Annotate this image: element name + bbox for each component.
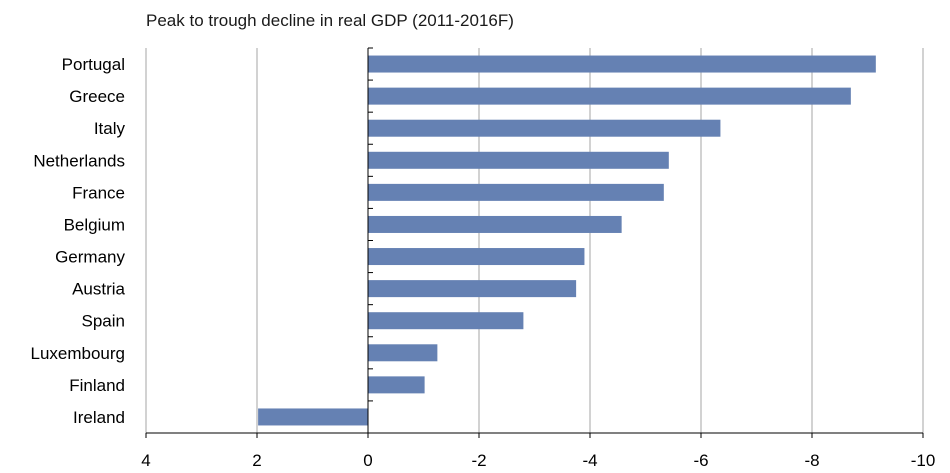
- category-label: Portugal: [62, 55, 125, 74]
- axes: [145, 47, 924, 438]
- category-label: Belgium: [64, 215, 125, 234]
- category-label: France: [72, 183, 125, 202]
- bar-italy: [368, 119, 721, 137]
- bar-germany: [368, 248, 585, 266]
- x-tick-labels: 4 2 0 -2 -4 -6 -8 -10: [141, 451, 935, 470]
- x-tick-label: -8: [804, 451, 819, 470]
- x-tick-label: 4: [141, 451, 150, 470]
- x-tick-label: 0: [363, 451, 372, 470]
- chart-title: Peak to trough decline in real GDP (2011…: [146, 11, 514, 30]
- category-label: Finland: [69, 376, 125, 395]
- category-label: Germany: [55, 248, 125, 267]
- bar-luxembourg: [368, 344, 438, 362]
- x-tick-label: -6: [693, 451, 708, 470]
- bar-finland: [368, 376, 425, 394]
- bar-belgium: [368, 215, 622, 233]
- category-label: Netherlands: [33, 151, 125, 170]
- category-label: Austria: [72, 280, 125, 299]
- x-tick-label: 2: [252, 451, 261, 470]
- category-label: Italy: [94, 119, 126, 138]
- bar-france: [368, 183, 664, 201]
- bar-spain: [368, 312, 524, 330]
- category-label: Ireland: [73, 408, 125, 427]
- x-tick-label: -4: [582, 451, 597, 470]
- grid-lines: [145, 48, 924, 433]
- bar-greece: [368, 87, 851, 105]
- bar-austria: [368, 280, 577, 298]
- bar-ireland: [258, 408, 368, 426]
- bar-portugal: [368, 55, 876, 73]
- category-label: Greece: [69, 87, 125, 106]
- x-tick-label: -2: [471, 451, 486, 470]
- x-tick-label: -10: [911, 451, 936, 470]
- bars: [258, 55, 876, 426]
- category-label: Luxembourg: [30, 344, 125, 363]
- bar-netherlands: [368, 151, 669, 169]
- category-labels: Portugal Greece Italy Netherlands France Belg…: [30, 55, 125, 427]
- category-label: Spain: [82, 312, 125, 331]
